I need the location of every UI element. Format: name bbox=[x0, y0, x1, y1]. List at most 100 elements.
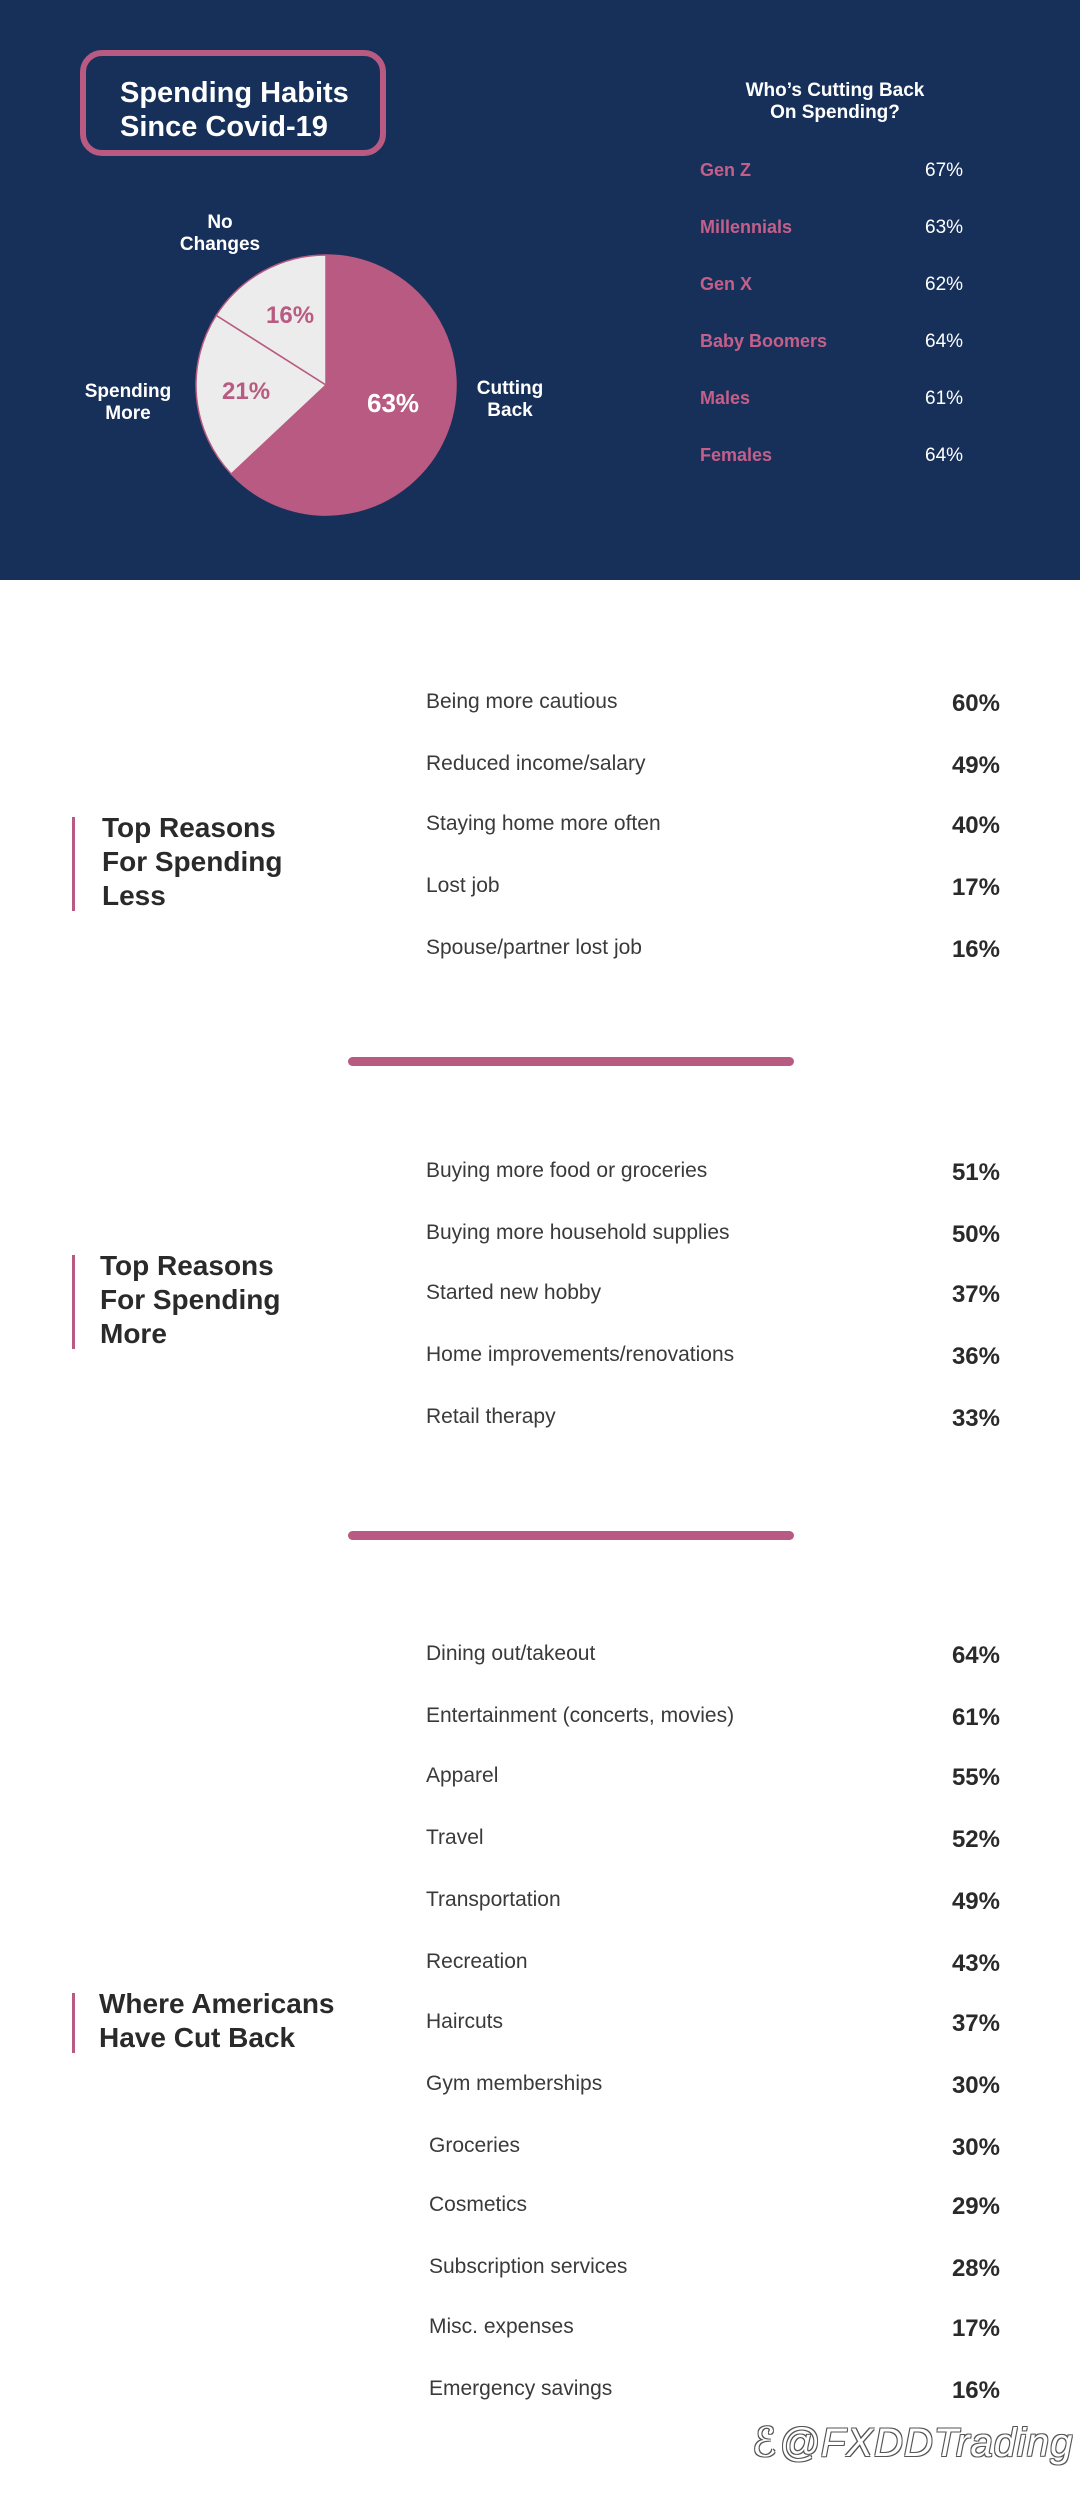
table-row: Dining out/takeout 64% bbox=[426, 1642, 1000, 1674]
section-divider bbox=[348, 1057, 794, 1066]
row-value: 29% bbox=[951, 2193, 1000, 2220]
row-label: Retail therapy bbox=[426, 1405, 556, 1428]
row-label: Spouse/partner lost job bbox=[426, 936, 642, 959]
pie-label-no-changes: No Changes bbox=[160, 212, 280, 256]
pie-label-no-changes-line-2: Changes bbox=[179, 234, 261, 255]
who-row: Baby Boomers 64% bbox=[700, 331, 1000, 361]
table-row: Started new hobby 37% bbox=[426, 1281, 1000, 1313]
who-row: Females 64% bbox=[700, 445, 1000, 475]
section-heading-spending-more: Top Reasons For Spending More bbox=[100, 1249, 280, 1351]
row-label: Started new hobby bbox=[426, 1281, 602, 1304]
table-row: Groceries 30% bbox=[429, 2134, 1000, 2166]
who-row-value: 64% bbox=[925, 331, 964, 352]
table-row: Transportation 49% bbox=[426, 1888, 1000, 1920]
section-heading-line-2: For Spending bbox=[102, 846, 283, 877]
who-row-value: 63% bbox=[925, 217, 964, 238]
section-heading-line-3: More bbox=[100, 1318, 167, 1349]
row-label: Buying more household supplies bbox=[426, 1221, 730, 1244]
row-label: Emergency savings bbox=[429, 2377, 613, 2400]
who-row-group: Millennials bbox=[700, 217, 793, 237]
pie-label-cutting-back-line-2: Back bbox=[487, 400, 533, 421]
slice-cutting-back bbox=[230, 254, 457, 516]
section-accent-bar bbox=[72, 817, 75, 911]
watermark: ℰ@FXDDTrading bbox=[752, 2420, 1073, 2466]
row-value: 30% bbox=[951, 2134, 1000, 2161]
row-label: Apparel bbox=[426, 1764, 499, 1787]
page-title: Spending Habits Since Covid-19 bbox=[80, 50, 386, 156]
pie-label-cutting-back-line-1: Cutting bbox=[476, 378, 544, 399]
table-row: Entertainment (concerts, movies) 61% bbox=[426, 1704, 1000, 1736]
slice-value-spending-more: 21% bbox=[222, 378, 271, 405]
page-title-line-2: Since Covid-19 bbox=[120, 111, 328, 143]
header-panel: Spending Habits Since Covid-19 No Change… bbox=[0, 0, 1080, 580]
row-label: Travel bbox=[426, 1826, 484, 1849]
pie-label-spending-more: Spending More bbox=[68, 381, 188, 425]
table-row: Misc. expenses 17% bbox=[429, 2315, 1000, 2347]
table-row: Spouse/partner lost job 16% bbox=[426, 936, 1000, 968]
table-row: Emergency savings 16% bbox=[429, 2377, 1000, 2409]
table-row: Lost job 17% bbox=[426, 874, 1000, 906]
table-row: Travel 52% bbox=[426, 1826, 1000, 1858]
section-heading-cut-back: Where Americans Have Cut Back bbox=[99, 1987, 335, 2055]
table-row: Gym memberships 30% bbox=[426, 2072, 1000, 2104]
section-heading-line-1: Top Reasons bbox=[100, 1250, 274, 1281]
row-label: Home improvements/renovations bbox=[426, 1343, 735, 1366]
table-row: Buying more household supplies 50% bbox=[426, 1221, 1000, 1253]
who-row: Gen Z 67% bbox=[700, 160, 1000, 190]
table-row: Reduced income/salary 49% bbox=[426, 752, 1000, 784]
slice-no-changes bbox=[215, 254, 327, 387]
row-label: Misc. expenses bbox=[429, 2315, 574, 2338]
who-row: Gen X 62% bbox=[700, 274, 1000, 304]
slice-spending-more bbox=[195, 314, 328, 476]
pie-label-no-changes-line-1: No bbox=[207, 212, 233, 233]
who-row-value: 67% bbox=[925, 160, 964, 181]
row-value: 36% bbox=[951, 1343, 1000, 1370]
section-heading-line-3: Less bbox=[102, 880, 166, 911]
row-value: 16% bbox=[951, 2377, 1000, 2404]
section-heading-line-1: Top Reasons bbox=[102, 812, 276, 843]
section-divider bbox=[348, 1531, 794, 1540]
who-row-group: Females bbox=[700, 445, 773, 465]
row-value: 17% bbox=[951, 874, 1000, 901]
row-value: 52% bbox=[951, 1826, 1000, 1853]
pie-label-cutting-back: Cutting Back bbox=[450, 378, 570, 422]
table-row: Buying more food or groceries 51% bbox=[426, 1159, 1000, 1191]
who-row-group: Males bbox=[700, 388, 751, 408]
table-row: Apparel 55% bbox=[426, 1764, 1000, 1796]
slice-value-no-changes: 16% bbox=[266, 302, 315, 329]
row-value: 49% bbox=[951, 1888, 1000, 1915]
row-value: 61% bbox=[951, 1704, 1000, 1731]
section-heading-line-2: For Spending bbox=[100, 1284, 281, 1315]
row-value: 64% bbox=[951, 1642, 1000, 1669]
row-label: Haircuts bbox=[426, 2010, 504, 2033]
who-title-line-1: Who’s Cutting Back bbox=[745, 80, 925, 101]
row-label: Cosmetics bbox=[429, 2193, 528, 2216]
row-value: 51% bbox=[951, 1159, 1000, 1186]
table-row: Staying home more often 40% bbox=[426, 812, 1000, 844]
pie-chart bbox=[195, 254, 457, 516]
row-value: 60% bbox=[951, 690, 1000, 717]
watermark-text: @FXDDTrading bbox=[779, 2421, 1074, 2465]
who-cutting-back-title: Who’s Cutting Back On Spending? bbox=[700, 80, 970, 124]
row-label: Entertainment (concerts, movies) bbox=[426, 1704, 735, 1727]
row-value: 37% bbox=[951, 2010, 1000, 2037]
row-label: Staying home more often bbox=[426, 812, 661, 835]
row-label: Buying more food or groceries bbox=[426, 1159, 708, 1182]
row-value: 17% bbox=[951, 2315, 1000, 2342]
table-row: Being more cautious 60% bbox=[426, 690, 1000, 722]
slice-value-cutting-back: 63% bbox=[367, 388, 420, 418]
row-label: Groceries bbox=[429, 2134, 521, 2157]
row-value: 55% bbox=[951, 1764, 1000, 1791]
row-value: 28% bbox=[951, 2255, 1000, 2282]
who-row-group: Gen Z bbox=[700, 160, 752, 180]
row-value: 37% bbox=[951, 1281, 1000, 1308]
row-label: Reduced income/salary bbox=[426, 752, 646, 775]
table-row: Home improvements/renovations 36% bbox=[426, 1343, 1000, 1375]
table-row: Retail therapy 33% bbox=[426, 1405, 1000, 1437]
pie-label-spending-more-line-2: More bbox=[105, 403, 151, 424]
who-row: Males 61% bbox=[700, 388, 1000, 418]
row-label: Dining out/takeout bbox=[426, 1642, 596, 1665]
who-row-group: Gen X bbox=[700, 274, 753, 294]
who-row-value: 64% bbox=[925, 445, 964, 466]
section-heading-line-1: Where Americans bbox=[99, 1988, 335, 2019]
